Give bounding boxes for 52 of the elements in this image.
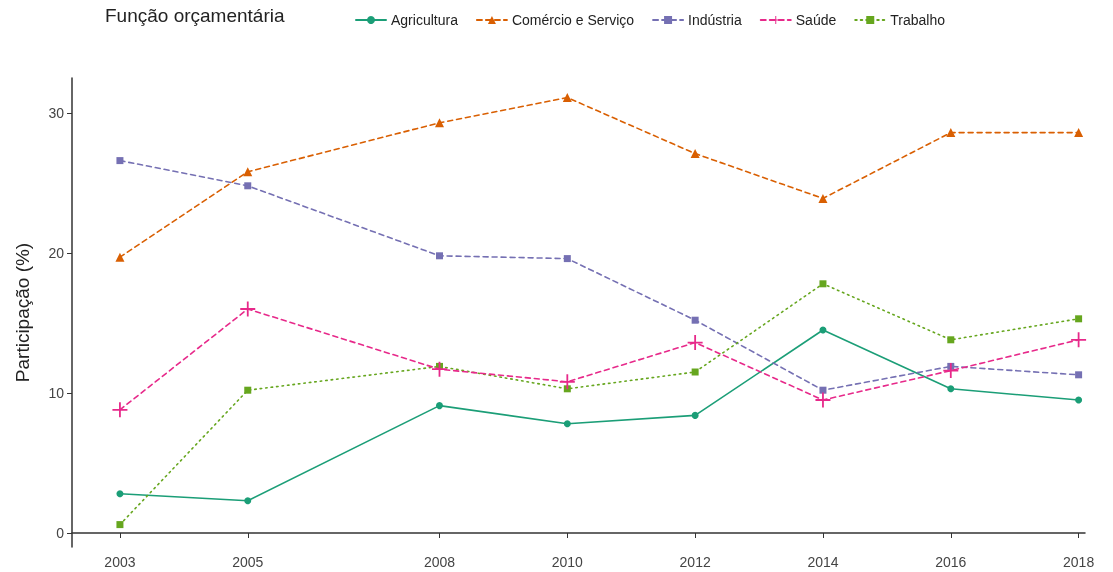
point [563,255,571,263]
point [691,411,699,419]
x-tick-label: 2010 [551,554,584,570]
point [244,182,252,190]
point [947,385,955,393]
point [240,301,256,317]
point [116,157,124,165]
point [691,316,699,324]
x-tick-label: 2008 [423,554,456,570]
point [690,149,700,159]
point [563,420,571,428]
point [943,363,959,379]
point [562,93,572,103]
x-tick-label: 2018 [1063,554,1095,570]
y-tick-label: 30 [48,105,65,121]
point [112,402,128,418]
y-axis-title: Participação (%) [12,242,33,383]
x-tick-label: 2012 [679,554,711,570]
legend-label: Indústria [688,12,742,28]
point [1071,332,1087,348]
point [1075,315,1083,323]
point [244,386,252,394]
x-tick-label: 2003 [104,554,136,570]
y-tick-label: 10 [48,385,65,401]
legend-label: Comércio e Serviço [511,12,635,28]
legend-label: Agricultura [391,12,459,28]
point [947,336,955,344]
point [818,193,828,203]
x-tick-label: 2014 [807,554,839,570]
point [436,402,443,410]
point [559,374,575,390]
point [116,521,124,529]
point [1074,128,1084,138]
point [1075,396,1083,404]
point [435,252,443,260]
legend-label: Trabalho [890,12,946,28]
point [434,118,444,128]
legend-title: Função orçamentária [105,5,285,26]
point [815,392,831,408]
point [244,497,252,505]
legend-label: Saúde [795,12,837,28]
point [819,386,827,394]
point [116,490,124,498]
x-tick-label: 2005 [232,554,264,570]
point [115,252,125,262]
point [687,335,703,351]
x-tick-label: 2016 [935,554,967,570]
point [819,280,827,288]
point [1075,371,1083,379]
point [691,368,699,376]
y-tick-label: 20 [48,245,65,261]
y-tick-label: 0 [56,525,65,541]
